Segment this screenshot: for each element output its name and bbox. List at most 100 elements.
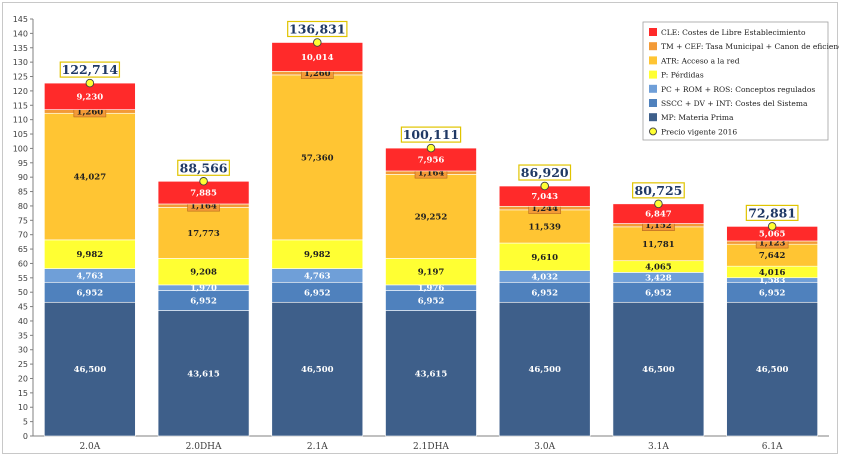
segment-value-label: 10,014 bbox=[301, 53, 334, 63]
y-tick-label: 75 bbox=[18, 216, 28, 225]
legend-swatch bbox=[649, 99, 657, 107]
y-tick-label: 120 bbox=[13, 87, 28, 96]
y-tick-label: 130 bbox=[13, 58, 28, 67]
y-tick-label: 125 bbox=[13, 73, 28, 82]
bar-segment[interactable] bbox=[44, 301, 136, 437]
segment-value-label: 46,500 bbox=[301, 365, 334, 375]
bar-segment[interactable] bbox=[157, 310, 250, 437]
y-tick-label: 140 bbox=[13, 29, 28, 38]
segment-value-label: 1,970 bbox=[190, 284, 217, 294]
total-label-box bbox=[59, 61, 121, 78]
bar-segment[interactable] bbox=[271, 42, 364, 72]
legend-swatch bbox=[649, 42, 657, 51]
segment-value-label: 4,032 bbox=[531, 272, 558, 282]
segment-value-label: 4,763 bbox=[304, 271, 331, 281]
segment-value-label: 11,539 bbox=[528, 222, 561, 232]
segment-value-label: 9,982 bbox=[304, 250, 331, 260]
segment-value-label: 6,952 bbox=[645, 288, 672, 298]
bar-segment[interactable] bbox=[157, 258, 250, 286]
segment-value-label: 17,773 bbox=[187, 229, 220, 239]
segment-value-label: 11,781 bbox=[642, 240, 675, 250]
total-marker[interactable] bbox=[426, 143, 436, 153]
segment-value-label: 1,164 bbox=[418, 169, 445, 179]
total-value-label: 88,566 bbox=[180, 160, 228, 175]
segment-value-label: 7,885 bbox=[190, 189, 217, 199]
segment-value-label: 44,027 bbox=[74, 173, 107, 183]
total-marker[interactable] bbox=[313, 38, 322, 47]
total-marker[interactable] bbox=[654, 199, 663, 209]
segment-value-label: 6,847 bbox=[645, 210, 672, 220]
y-tick-label: 25 bbox=[18, 360, 28, 369]
legend-label: MP: Materia Prima bbox=[661, 113, 734, 122]
segment-value-label: 43,615 bbox=[415, 369, 448, 379]
x-category-label: 3.1A bbox=[648, 442, 669, 452]
y-tick-label: 90 bbox=[18, 173, 28, 182]
bar-segment[interactable] bbox=[726, 301, 818, 437]
legend-label: ATR: Acceso a la red bbox=[660, 56, 740, 65]
segment-value-label: 4,763 bbox=[77, 271, 104, 281]
bar-segment[interactable] bbox=[271, 239, 364, 269]
x-category-label: 2.0A bbox=[79, 442, 100, 452]
segment-value-label: 3,428 bbox=[645, 273, 672, 283]
segment-value-label: 9,610 bbox=[531, 253, 558, 263]
legend-label: SSCC + DV + INT: Costes del Sistema bbox=[661, 99, 808, 108]
segment-value-label: 1,164 bbox=[190, 202, 217, 212]
total-label-box bbox=[518, 164, 572, 181]
legend-label: P: Pérdidas bbox=[661, 71, 704, 80]
segment-value-label: 29,252 bbox=[415, 212, 448, 222]
bar-segment[interactable] bbox=[498, 301, 591, 437]
y-tick-label: 95 bbox=[18, 159, 28, 168]
segment-value-label: 1,123 bbox=[759, 239, 786, 249]
segment-value-label: 4,016 bbox=[759, 268, 786, 278]
x-category-label: 2.1DHA bbox=[413, 442, 449, 452]
segment-value-label: 6,952 bbox=[190, 297, 217, 307]
bar-segment[interactable] bbox=[157, 207, 250, 259]
x-category-label: 2.0DHA bbox=[186, 442, 222, 452]
total-value-label: 80,725 bbox=[635, 183, 683, 198]
segment-value-label: 9,197 bbox=[418, 268, 445, 278]
bar-segment[interactable] bbox=[44, 239, 136, 269]
legend-label: Precio vigente 2016 bbox=[661, 127, 737, 136]
x-category-label: 3.0A bbox=[534, 442, 555, 452]
segment-value-label: 1,244 bbox=[531, 204, 558, 214]
y-tick-label: 15 bbox=[18, 389, 28, 398]
y-tick-label: 5 bbox=[23, 418, 28, 427]
bar-segment[interactable] bbox=[271, 74, 364, 241]
y-tick-label: 70 bbox=[18, 231, 28, 240]
total-marker[interactable] bbox=[199, 177, 208, 186]
total-label-box bbox=[177, 159, 230, 176]
bar-segment[interactable] bbox=[44, 82, 136, 110]
segment-value-label: 43,615 bbox=[187, 369, 220, 379]
segment-value-label: 1,260 bbox=[304, 69, 331, 79]
legend-swatch bbox=[649, 56, 657, 65]
segment-value-label: 46,500 bbox=[756, 365, 789, 375]
y-tick-label: 100 bbox=[13, 144, 28, 153]
total-value-label: 72,881 bbox=[748, 205, 796, 220]
total-value-label: 136,831 bbox=[289, 21, 346, 36]
bar-segment[interactable] bbox=[612, 226, 705, 262]
total-label-box bbox=[632, 182, 685, 199]
bar-segment[interactable] bbox=[498, 209, 591, 244]
bar-segment[interactable] bbox=[385, 174, 477, 259]
legend-swatch bbox=[649, 84, 657, 93]
segment-value-label: 6,952 bbox=[77, 288, 104, 298]
bar-segment[interactable] bbox=[498, 242, 591, 271]
y-tick-label: 35 bbox=[18, 331, 28, 340]
y-tick-label: 55 bbox=[18, 274, 28, 283]
total-marker[interactable] bbox=[85, 78, 95, 88]
y-tick-label: 50 bbox=[18, 288, 28, 297]
y-tick-label: 115 bbox=[13, 101, 28, 110]
segment-value-label: 6,952 bbox=[304, 288, 331, 298]
bar-segment[interactable] bbox=[385, 258, 477, 286]
segment-value-label: 4,065 bbox=[645, 263, 672, 273]
segment-value-label: 46,500 bbox=[528, 365, 561, 375]
y-tick-label: 60 bbox=[18, 259, 28, 268]
total-marker[interactable] bbox=[767, 222, 777, 231]
total-marker[interactable] bbox=[540, 181, 549, 191]
bar-segment[interactable] bbox=[271, 301, 364, 437]
y-tick-label: 45 bbox=[18, 303, 28, 312]
legend-swatch bbox=[649, 28, 657, 36]
segment-value-label: 9,208 bbox=[190, 268, 217, 278]
segment-value-label: 5,065 bbox=[759, 230, 786, 240]
legend-label: TM + CEF: Tasa Municipal + Canon de efic… bbox=[661, 42, 839, 51]
